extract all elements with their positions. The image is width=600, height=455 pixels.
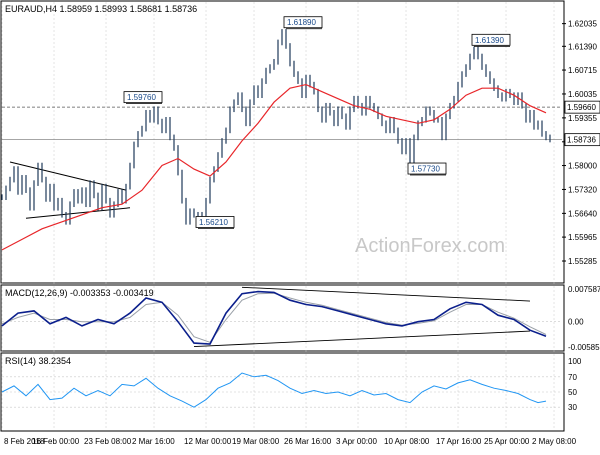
- level-label: 1.59660: [567, 103, 596, 112]
- y-tick-label: 1.56640: [568, 209, 597, 218]
- y-tick-label: 1.61390: [568, 42, 597, 51]
- macd-trendline: [241, 286, 531, 302]
- annotation-label: 1.61890: [287, 18, 316, 27]
- annotation-box: [407, 162, 447, 175]
- y-tick-label: 1.57320: [568, 185, 597, 194]
- price-trendline: [25, 207, 131, 219]
- y-tick-label: 1.60035: [568, 90, 597, 99]
- macd-trendline: [193, 330, 531, 348]
- rsi-y-tick-label: 70: [568, 373, 577, 382]
- watermark: ActionForex.com: [355, 235, 505, 257]
- x-tick-label: 3 Apr 00:00: [336, 437, 377, 446]
- level-label-box: [564, 100, 600, 114]
- x-tick-label: 17 Apr 16:00: [436, 437, 482, 446]
- annotation-label: 1.59760: [127, 93, 156, 102]
- annotation-box: [123, 91, 163, 104]
- macd-y-tick-label: 0.007587: [568, 285, 600, 294]
- rsi-line: [1, 372, 547, 408]
- x-tick-label: 12 Mar 00:00: [184, 437, 232, 446]
- macd-panel-frame: [0, 284, 565, 352]
- x-tick-label: 19 Mar 08:00: [232, 437, 280, 446]
- annotation-label: 1.57730: [411, 165, 440, 174]
- y-tick-label: 1.55965: [568, 233, 597, 242]
- x-tick-label: 2 Mar 16:00: [132, 437, 175, 446]
- annotation-box: [283, 16, 323, 29]
- x-tick-label: 25 Apr 00:00: [484, 437, 530, 446]
- price-panel-title: EURAUD,H4 1.58959 1.58993 1.58681 1.5873…: [5, 4, 197, 14]
- y-tick-label: 1.59355: [568, 114, 597, 123]
- annotation-box: [195, 216, 235, 228]
- y-tick-label: 1.60715: [568, 66, 597, 75]
- annotation-label: 1.56210: [199, 218, 228, 227]
- macd-line: [1, 290, 547, 345]
- macd-y-tick-label: 0.00: [568, 318, 584, 327]
- y-tick-label: 1.62035: [568, 20, 597, 29]
- x-tick-label: 8 Feb 2018: [4, 437, 45, 446]
- x-tick-label: 16 Feb 00:00: [32, 437, 80, 446]
- macd-signal-line: [1, 292, 547, 343]
- rsi-y-max-label: 100: [568, 357, 582, 366]
- x-tick-label: 10 Apr 08:00: [384, 437, 430, 446]
- rsi-y-tick-label: 50: [568, 388, 577, 397]
- current-price-label: 1.58736: [567, 136, 596, 145]
- annotation-label: 1.61390: [475, 36, 504, 45]
- ma-line: [1, 83, 547, 251]
- y-tick-label: 1.55285: [568, 257, 597, 266]
- annotation-box: [471, 33, 511, 46]
- rsi-panel-frame: [0, 352, 565, 432]
- rsi-y-tick-label: 30: [568, 403, 577, 412]
- x-tick-label: 2 May 08:00: [532, 437, 577, 446]
- price-trendline: [9, 161, 127, 191]
- macd-panel-title: MACD(12,26,9) -0.003353 -0.003419: [5, 288, 154, 298]
- current-price-box: [564, 133, 600, 147]
- x-tick-label: 26 Mar 16:00: [284, 437, 332, 446]
- rsi-panel-title: RSI(14) 38.2354: [5, 356, 71, 366]
- x-tick-label: 23 Feb 08:00: [84, 437, 132, 446]
- y-tick-label: 1.58000: [568, 162, 597, 171]
- macd-y-tick-label: -0.005853: [568, 343, 600, 352]
